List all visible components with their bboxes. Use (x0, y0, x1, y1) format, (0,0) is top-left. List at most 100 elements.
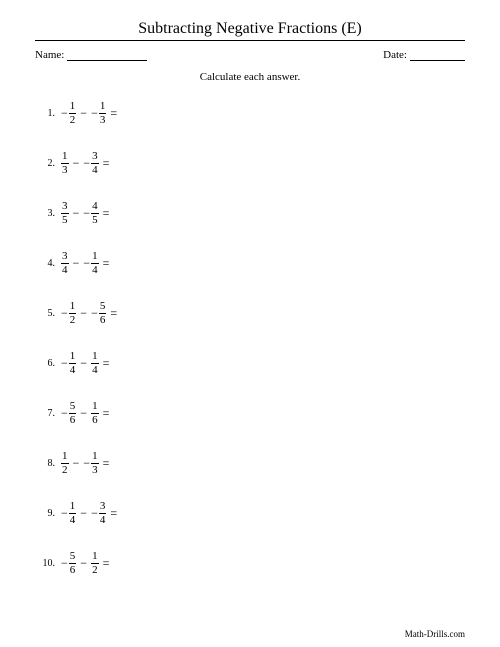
negative-sign: − (91, 306, 98, 321)
minus-operator: − (73, 456, 80, 471)
name-blank (67, 49, 147, 61)
numerator: 1 (91, 451, 99, 462)
minus-operator: − (80, 556, 87, 571)
problem-row: 10.−56−12= (39, 549, 465, 577)
negative-sign: − (61, 506, 68, 521)
negative-sign: − (61, 556, 68, 571)
numerator: 1 (69, 351, 77, 362)
equals-sign: = (103, 456, 110, 471)
name-field: Name: (35, 49, 147, 61)
expression: −56−12= (61, 551, 109, 576)
problem-number: 10. (39, 558, 55, 569)
expression: 34−−14= (61, 251, 109, 276)
numerator: 1 (69, 501, 77, 512)
expression: −12−−56= (61, 301, 117, 326)
denominator: 6 (69, 565, 77, 576)
denominator: 3 (61, 165, 69, 176)
denominator: 6 (99, 315, 107, 326)
negative-sign: − (91, 506, 98, 521)
problem-number: 4. (39, 258, 55, 269)
numerator: 5 (69, 551, 77, 562)
fraction: 45 (91, 201, 99, 226)
problem-row: 8. 12−−1 3 = (39, 449, 465, 477)
negative-sign: − (61, 406, 68, 421)
minus-operator: − (80, 406, 87, 421)
equals-sign: = (110, 506, 117, 521)
fraction: 13 (99, 101, 107, 126)
worksheet-title: Subtracting Negative Fractions (E) (35, 20, 465, 38)
numerator: 1 (69, 301, 77, 312)
instructions: Calculate each answer. (35, 71, 465, 83)
expression: 12−−1 3 = (61, 451, 109, 476)
fraction: 14 (69, 501, 77, 526)
numerator: 1 (91, 551, 99, 562)
equals-sign: = (110, 106, 117, 121)
minus-operator: − (73, 256, 80, 271)
denominator: 6 (69, 415, 77, 426)
minus-operator: − (80, 106, 87, 121)
expression: −14−14= (61, 351, 109, 376)
fraction: 56 (99, 301, 107, 326)
equals-sign: = (103, 356, 110, 371)
negative-sign: − (83, 156, 90, 171)
minus-operator: − (73, 206, 80, 221)
problem-number: 2. (39, 158, 55, 169)
negative-sign: − (83, 456, 90, 471)
equals-sign: = (103, 256, 110, 271)
problem-row: 2.13−−34= (39, 149, 465, 177)
fraction: 12 (61, 451, 69, 476)
fraction: 14 (91, 351, 99, 376)
fraction: 12 (91, 551, 99, 576)
numerator: 5 (69, 401, 77, 412)
fraction: 56 (69, 551, 77, 576)
date-label: Date: (383, 49, 407, 61)
denominator: 2 (91, 565, 99, 576)
fraction: 34 (91, 151, 99, 176)
numerator: 3 (61, 251, 69, 262)
denominator: 4 (61, 265, 69, 276)
problem-number: 7. (39, 408, 55, 419)
denominator: 3 (91, 465, 99, 476)
problem-row: 7.−56−16= (39, 399, 465, 427)
header-row: Name: Date: (35, 49, 465, 61)
negative-sign: − (91, 106, 98, 121)
problem-number: 9. (39, 508, 55, 519)
denominator: 5 (61, 215, 69, 226)
denominator: 5 (91, 215, 99, 226)
expression: −12−−13= (61, 101, 117, 126)
fraction: 14 (69, 351, 77, 376)
expression: 13−−34= (61, 151, 109, 176)
date-field: Date: (383, 49, 465, 61)
expression: −14−−34= (61, 501, 117, 526)
problem-row: 5.−12−−56= (39, 299, 465, 327)
denominator: 4 (99, 515, 107, 526)
denominator: 3 (99, 115, 107, 126)
problem-row: 6.−14−14= (39, 349, 465, 377)
denominator: 4 (91, 265, 99, 276)
equals-sign: = (110, 306, 117, 321)
numerator: 1 (61, 151, 69, 162)
equals-sign: = (103, 206, 110, 221)
fraction: 16 (91, 401, 99, 426)
minus-operator: − (73, 156, 80, 171)
negative-sign: − (61, 306, 68, 321)
denominator: 6 (91, 415, 99, 426)
numerator: 3 (61, 201, 69, 212)
denominator: 4 (91, 165, 99, 176)
problem-number: 8. (39, 458, 55, 469)
denominator: 2 (69, 115, 77, 126)
title-rule (35, 40, 465, 41)
denominator: 2 (61, 465, 69, 476)
fraction: 56 (69, 401, 77, 426)
numerator: 5 (99, 301, 107, 312)
denominator: 4 (69, 365, 77, 376)
equals-sign: = (103, 556, 110, 571)
numerator: 3 (91, 151, 99, 162)
negative-sign: − (61, 356, 68, 371)
problem-number: 6. (39, 358, 55, 369)
fraction: 12 (69, 301, 77, 326)
problem-row: 3.35−−45= (39, 199, 465, 227)
problem-row: 1.−12−−13= (39, 99, 465, 127)
fraction: 12 (69, 101, 77, 126)
negative-sign: − (61, 106, 68, 121)
